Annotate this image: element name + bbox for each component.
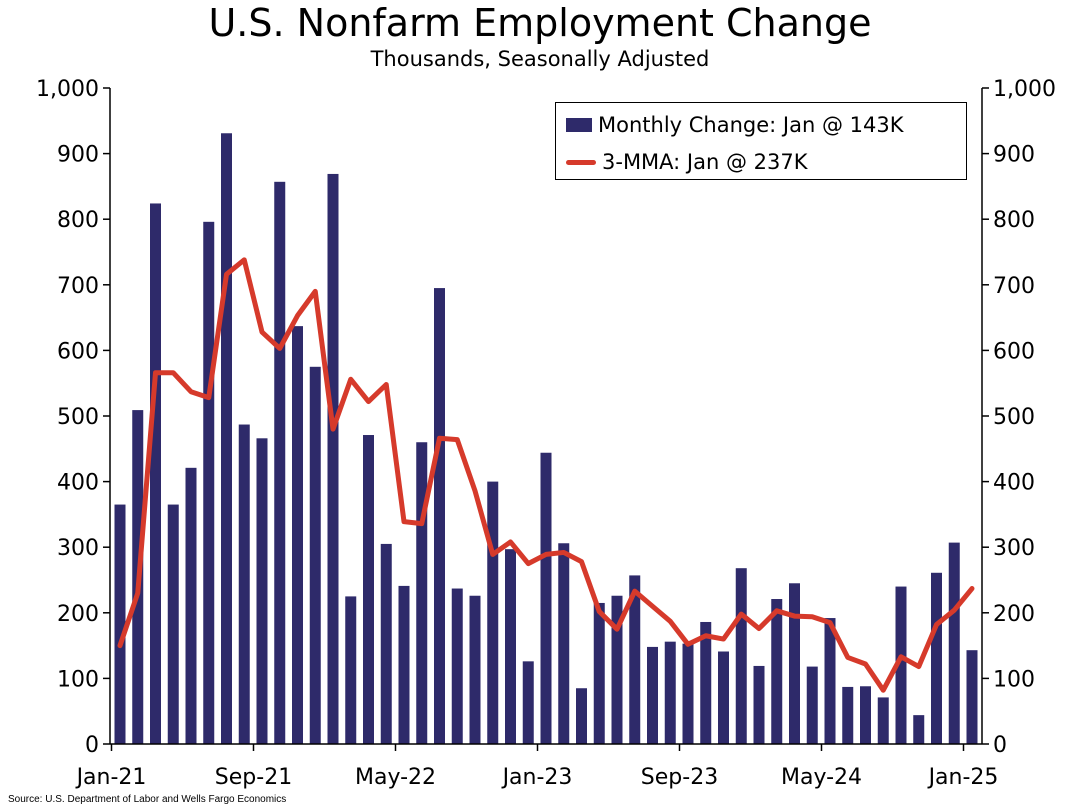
bar-Apr-23 — [593, 602, 605, 744]
bar-Jul-21 — [221, 133, 232, 744]
chart-title: U.S. Nonfarm Employment Change — [208, 1, 872, 45]
bar-Jul-24 — [860, 686, 871, 744]
x-tick-label: May-24 — [781, 765, 862, 790]
bar-Jun-22 — [416, 442, 428, 744]
y-tick-label-left: 800 — [57, 208, 99, 233]
bar-Aug-22 — [451, 588, 463, 744]
bar-Jun-23 — [629, 575, 641, 744]
bar-Mar-23 — [576, 688, 587, 744]
y-tick-label-left: 400 — [57, 471, 99, 496]
bar-Apr-24 — [806, 666, 818, 744]
bar-May-23 — [611, 595, 623, 744]
y-tick-label-left: 300 — [57, 536, 99, 561]
bar-Oct-22 — [487, 481, 499, 744]
legend-bar-label: Monthly Change: Jan @ 143K — [598, 113, 904, 137]
bar-Nov-24 — [931, 572, 942, 744]
y-tick-label-right: 800 — [993, 208, 1035, 233]
bar-Dec-21 — [309, 366, 321, 744]
bar-May-24 — [824, 618, 836, 744]
bar-Jan-25 — [966, 650, 978, 744]
legend-item-line: 3-MMA: Jan @ 237K — [566, 147, 808, 177]
bar-Jan-21 — [114, 504, 126, 744]
x-tick-label: May-22 — [355, 765, 436, 790]
y-tick-label-left: 900 — [57, 143, 99, 168]
legend-bar-swatch — [566, 118, 592, 132]
bar-Jan-22 — [327, 173, 339, 744]
legend-line-swatch — [566, 159, 596, 165]
x-tick-label: Sep-23 — [641, 765, 718, 790]
bar-Mar-21 — [150, 203, 161, 744]
bar-Oct-21 — [274, 181, 286, 744]
x-tick-label: Jan-23 — [501, 765, 573, 790]
bar-Sep-24 — [895, 586, 907, 744]
legend-item-bars: Monthly Change: Jan @ 143K — [566, 110, 903, 140]
bar-Feb-23 — [558, 543, 570, 744]
y-tick-label-left: 200 — [57, 602, 99, 627]
bar-Oct-24 — [913, 715, 925, 744]
y-tick-label-left: 1,000 — [36, 77, 99, 102]
bar-Nov-21 — [292, 326, 303, 744]
bar-Jan-23 — [540, 452, 552, 744]
y-tick-label-right: 500 — [993, 405, 1035, 430]
bar-Feb-22 — [345, 596, 357, 744]
bar-May-21 — [185, 467, 197, 744]
y-tick-label-right: 700 — [993, 274, 1035, 299]
bar-Apr-21 — [167, 504, 179, 744]
bar-Dec-24 — [948, 542, 960, 744]
bars-layer — [114, 133, 978, 744]
bar-Jun-24 — [842, 686, 854, 744]
bar-Jan-24 — [753, 665, 765, 744]
axes-layer: 0 0 100 100 200 200 300 300 400 400 500 500 600 600 70… — [36, 77, 1056, 790]
source-note: Source: U.S. Department of Labor and Wel… — [8, 794, 287, 805]
y-tick-label-right: 900 — [993, 143, 1035, 168]
x-tick-label: Jan-21 — [75, 765, 147, 790]
bar-Jun-21 — [203, 221, 215, 744]
legend: Monthly Change: Jan @ 143K 3-MMA: Jan @ … — [555, 102, 967, 180]
y-tick-label-right: 1,000 — [993, 77, 1056, 102]
y-tick-label-left: 100 — [57, 667, 99, 692]
y-tick-label-right: 100 — [993, 667, 1035, 692]
x-tick-label: Sep-21 — [215, 765, 292, 790]
y-tick-label-left: 700 — [57, 274, 99, 299]
bar-Sep-21 — [256, 438, 268, 744]
y-tick-label-left: 600 — [57, 339, 99, 364]
bar-Nov-23 — [718, 651, 729, 744]
legend-line-label: 3-MMA: Jan @ 237K — [602, 150, 808, 174]
y-tick-label-right: 300 — [993, 536, 1035, 561]
x-tick-label: Jan-25 — [927, 765, 999, 790]
bar-Dec-23 — [735, 568, 747, 744]
bar-Aug-21 — [238, 424, 250, 744]
y-tick-label-left: 0 — [85, 733, 99, 758]
bar-Nov-22 — [505, 549, 516, 744]
y-tick-label-right: 600 — [993, 339, 1035, 364]
bar-Mar-22 — [363, 435, 374, 744]
bar-Jul-22 — [434, 288, 445, 744]
bar-Mar-24 — [789, 583, 800, 744]
bar-May-22 — [398, 585, 410, 744]
bar-Aug-24 — [877, 697, 889, 744]
chart-subtitle: Thousands, Seasonally Adjusted — [370, 47, 710, 71]
y-tick-label-left: 500 — [57, 405, 99, 430]
bar-Feb-24 — [771, 599, 783, 744]
bar-Oct-23 — [700, 621, 712, 744]
bar-Jul-23 — [647, 646, 658, 744]
bar-Aug-23 — [664, 641, 676, 744]
y-tick-label-right: 400 — [993, 471, 1035, 496]
bar-Apr-22 — [380, 543, 392, 744]
bar-Sep-23 — [682, 643, 694, 744]
line-layer — [117, 257, 975, 693]
y-tick-label-right: 200 — [993, 602, 1035, 627]
bar-Dec-22 — [522, 661, 534, 744]
bar-Sep-22 — [469, 595, 481, 744]
y-tick-label-right: 0 — [993, 733, 1007, 758]
